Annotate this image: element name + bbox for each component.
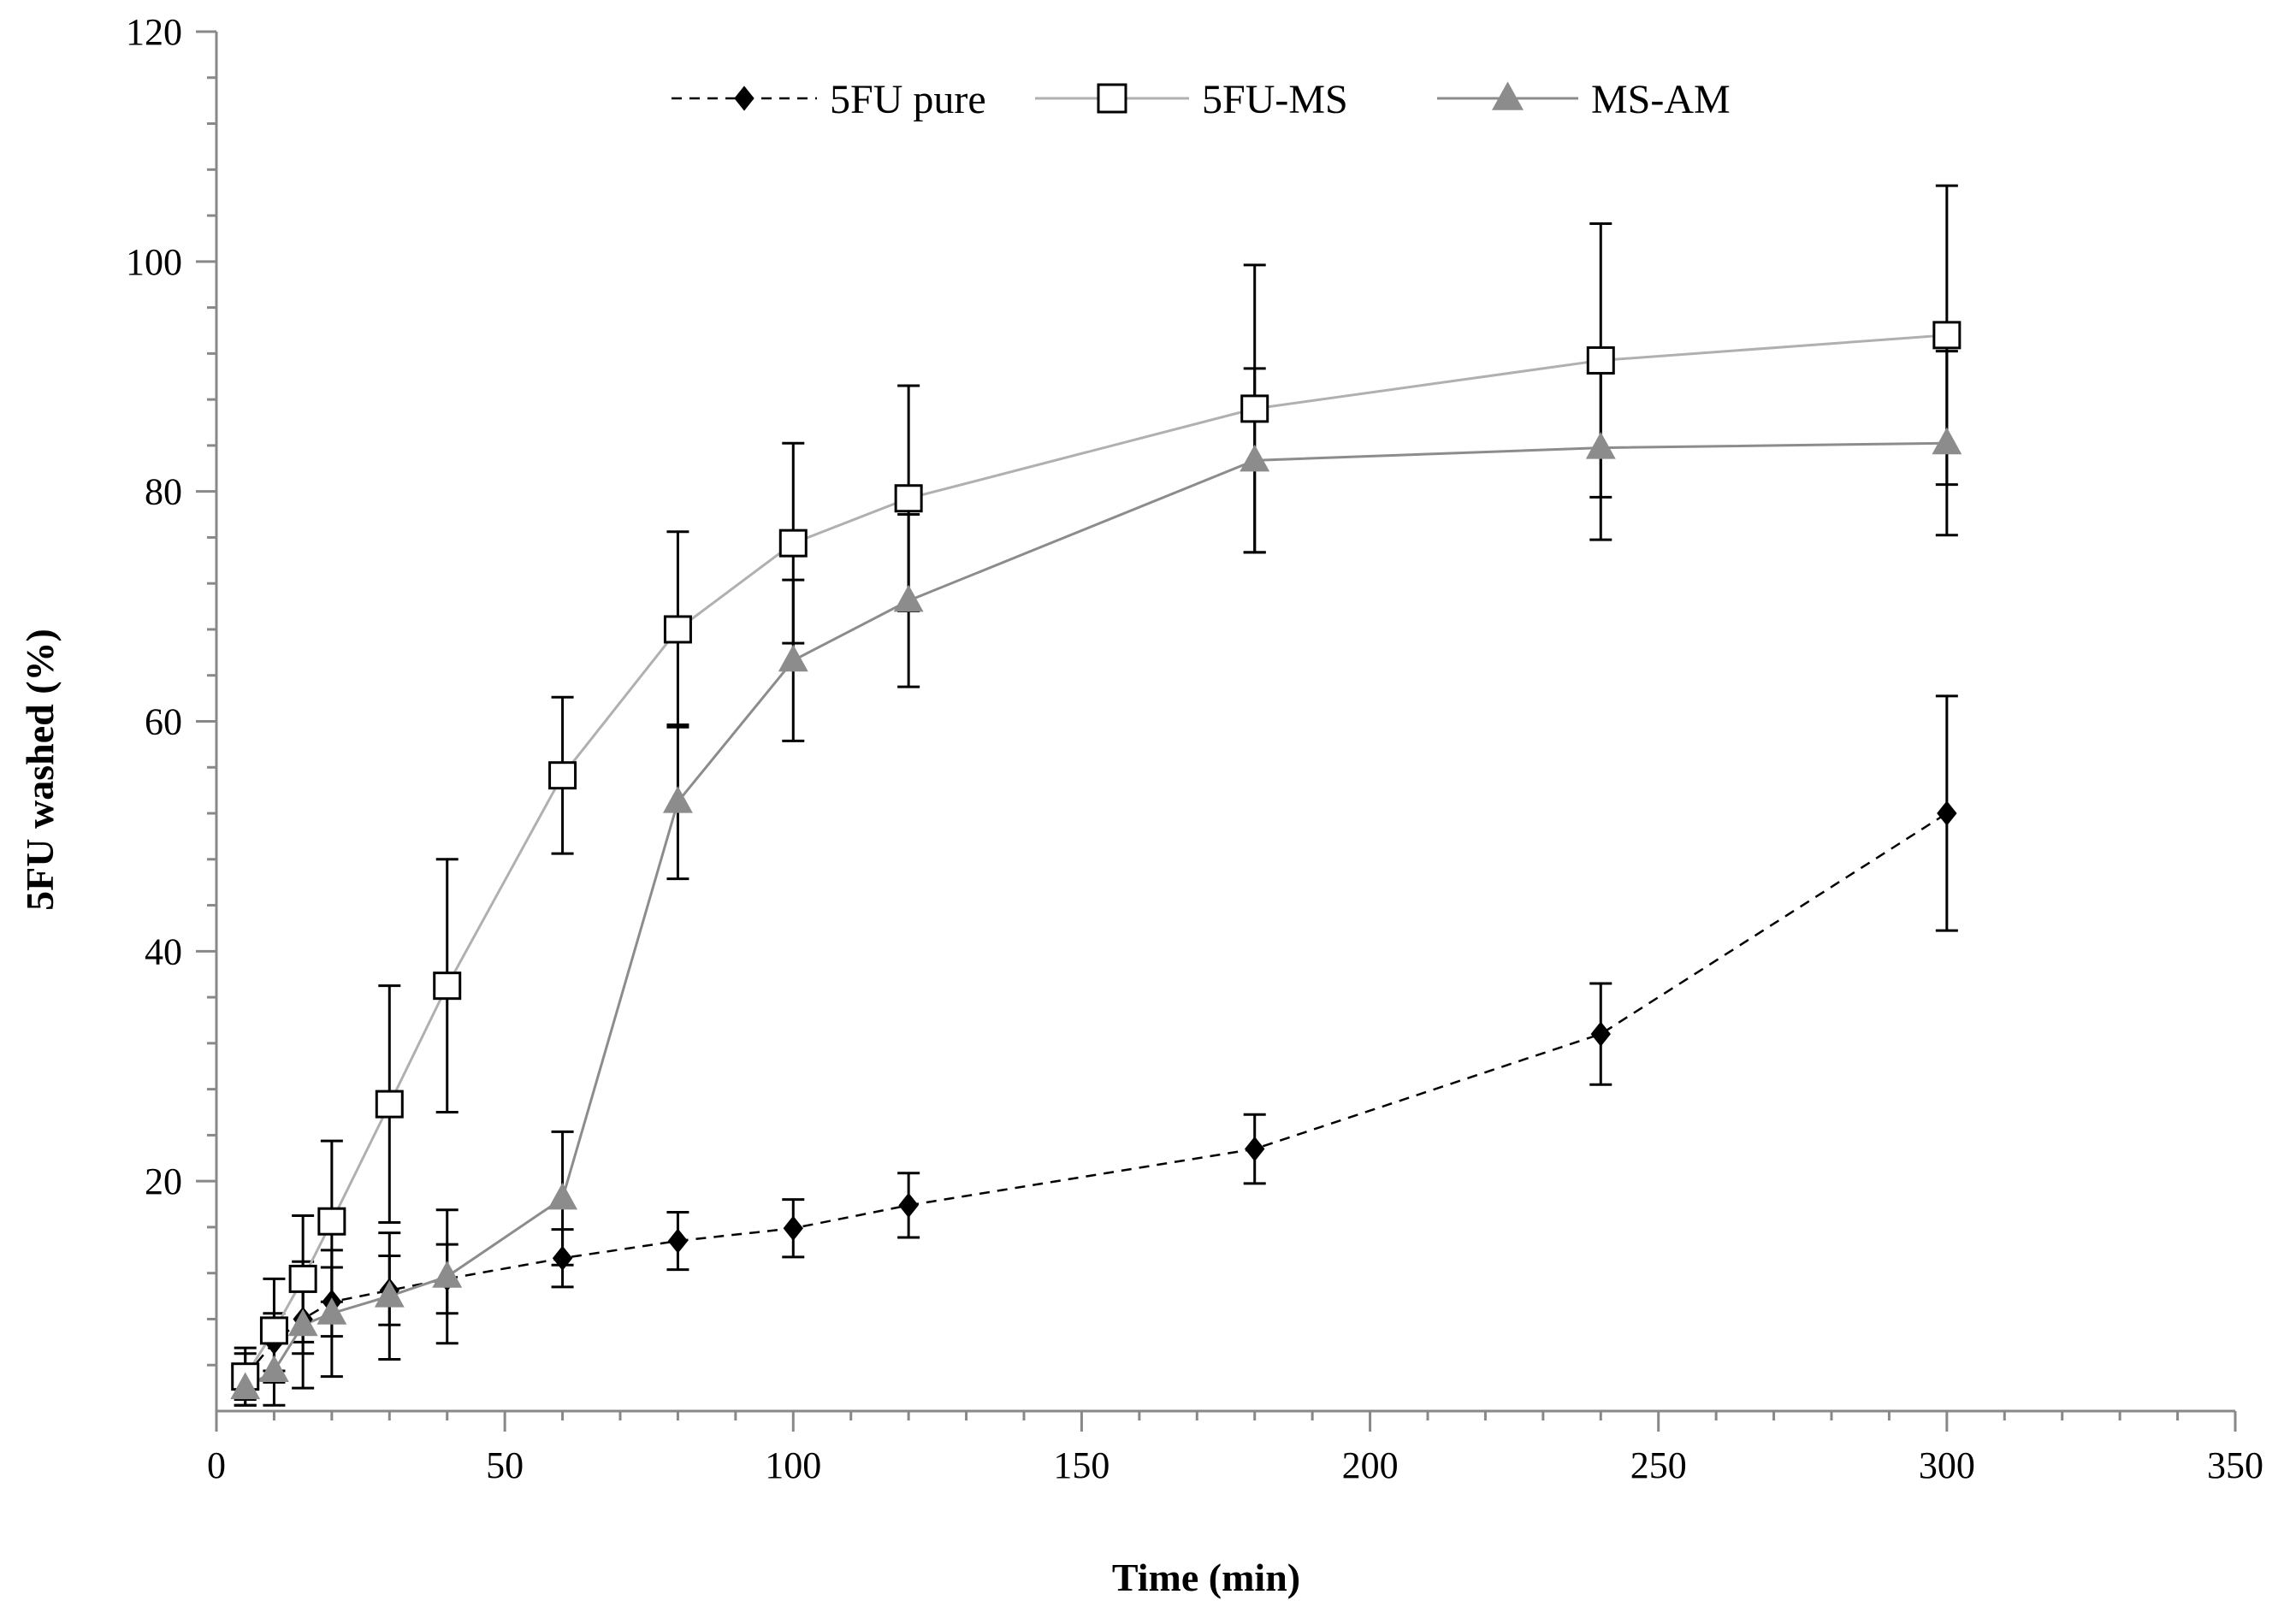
data-point — [778, 529, 808, 558]
x-tick-label: 100 — [765, 1444, 821, 1486]
data-point — [783, 1215, 803, 1241]
error-bars — [234, 184, 1958, 1407]
x-tick-label: 300 — [1919, 1444, 1975, 1486]
data-point — [1937, 800, 1957, 826]
data-point — [433, 971, 462, 1001]
data-point — [1097, 83, 1127, 114]
series-markers-5fu-ms — [231, 321, 1962, 1391]
data-point — [667, 1228, 689, 1254]
legend-label: 5FU-MS — [1202, 77, 1348, 122]
y-axis-title: 5FU washed (%) — [18, 629, 62, 911]
y-tick-label: 100 — [126, 241, 182, 283]
data-point — [1932, 321, 1962, 350]
x-tick-label: 200 — [1342, 1444, 1399, 1486]
data-point — [1245, 1136, 1265, 1162]
data-point — [230, 1372, 261, 1400]
x-tick-label: 250 — [1630, 1444, 1687, 1486]
data-point — [547, 1182, 578, 1210]
y-tick-label: 80 — [145, 471, 182, 513]
data-point — [1492, 81, 1524, 110]
x-tick-label: 50 — [486, 1444, 524, 1486]
data-point — [375, 1090, 404, 1119]
data-point — [662, 786, 693, 813]
y-tick-label: 60 — [145, 701, 182, 743]
series-line-5fu-ms — [244, 334, 1947, 1378]
series-markers-ms-am — [230, 427, 1962, 1400]
data-point — [1240, 394, 1269, 423]
legend-entry: MS-AM — [1437, 77, 1731, 122]
data-point — [287, 1308, 318, 1337]
y-tick-label: 120 — [126, 11, 182, 53]
data-point — [548, 761, 577, 790]
data-point — [432, 1261, 463, 1288]
data-point — [898, 1192, 919, 1218]
data-point — [663, 615, 692, 644]
axes: 0 50 100 150 200 250 300 350 20 40 60 80 100 120 — [126, 11, 2263, 1486]
y-tick-label: 40 — [145, 930, 182, 972]
series-markers-5fu-pure — [235, 800, 1957, 1390]
data-point — [317, 1207, 346, 1236]
data-point — [259, 1316, 288, 1345]
data-point — [893, 584, 924, 612]
data-point — [1590, 1021, 1611, 1047]
data-point — [258, 1355, 289, 1382]
data-point — [288, 1264, 317, 1293]
data-point — [1240, 444, 1270, 472]
legend-entry: 5FU-MS — [1035, 77, 1348, 122]
data-point — [1585, 432, 1616, 459]
data-point — [374, 1280, 405, 1308]
data-point — [552, 1245, 573, 1271]
x-tick-label: 150 — [1053, 1444, 1109, 1486]
series-line-ms-am — [244, 441, 1947, 1390]
legend-label: 5FU pure — [830, 77, 986, 122]
legend-label: MS-AM — [1591, 77, 1731, 122]
x-tick-label: 350 — [2207, 1444, 2263, 1486]
data-point — [778, 644, 808, 672]
legend-entry: 5FU pure — [672, 77, 986, 122]
data-point — [1586, 345, 1615, 375]
x-axis-title: Time (min) — [1112, 1556, 1300, 1599]
data-point — [894, 484, 923, 513]
plot-area — [230, 184, 1962, 1407]
x-tick-label: 0 — [207, 1444, 226, 1486]
legend: 5FU pure 5FU-MS MS-AM — [672, 77, 1731, 122]
series-line-5fu-pure — [244, 812, 1948, 1378]
y-tick-label: 20 — [145, 1160, 182, 1202]
data-point — [734, 86, 754, 111]
data-point — [1932, 427, 1962, 455]
data-point — [317, 1297, 347, 1325]
